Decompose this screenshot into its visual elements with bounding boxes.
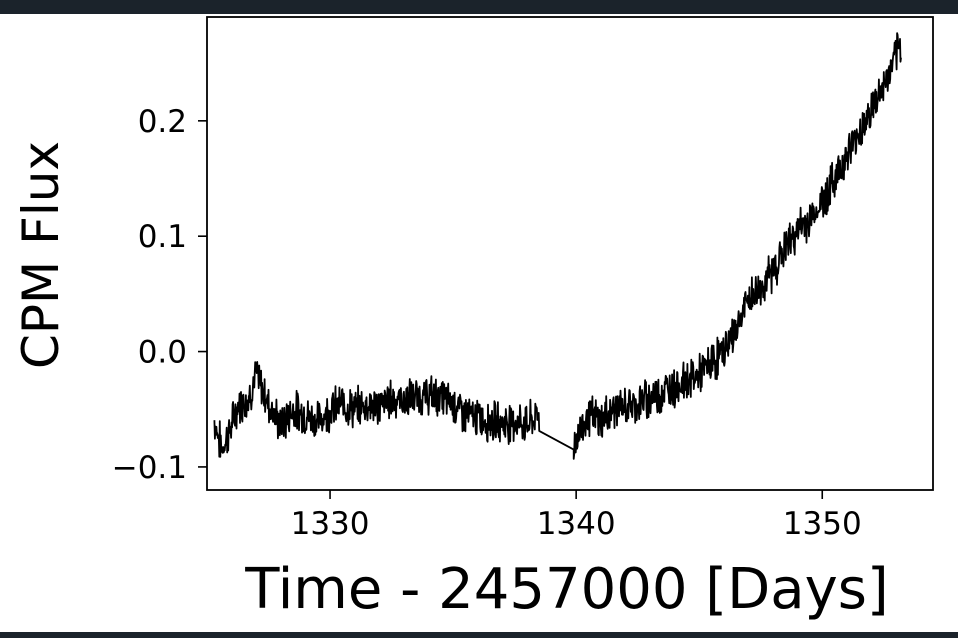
series-layer <box>213 32 902 460</box>
x-axis-title: Time - 2457000 [Days] <box>244 557 889 622</box>
y-tick-label: −0.1 <box>112 450 187 486</box>
plot-area-frame <box>206 16 934 491</box>
x-tick-label: 1340 <box>537 506 616 542</box>
x-tick-label: 1330 <box>291 506 370 542</box>
y-axis-title: CPM Flux <box>12 141 70 369</box>
flux-series-line <box>213 32 902 460</box>
y-tick-label: 0.0 <box>138 335 187 371</box>
y-tick-label: 0.2 <box>138 104 187 140</box>
x-tick-label: 1350 <box>783 506 862 542</box>
ticks-layer: 1330 1340 1350 −0.1 0.0 0.1 0.2 <box>112 104 862 542</box>
y-tick-label: 0.1 <box>138 219 187 255</box>
